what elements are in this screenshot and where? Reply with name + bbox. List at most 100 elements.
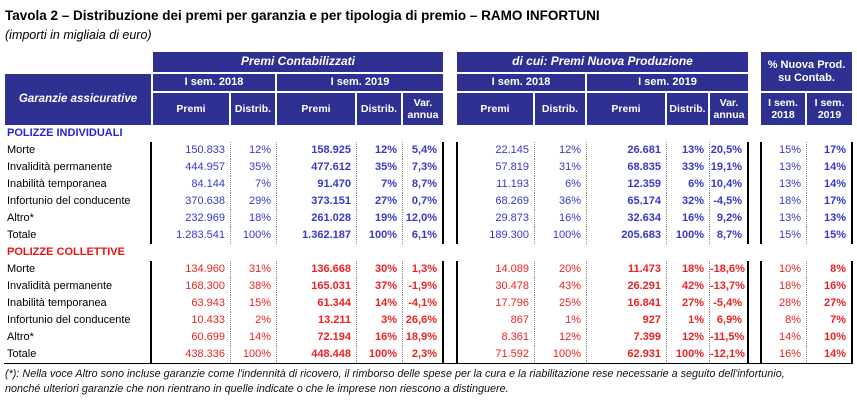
table-cell: -4,5% xyxy=(709,193,749,210)
table-cell: 16% xyxy=(666,210,709,227)
table-cell: 13% xyxy=(806,210,853,227)
table-cell: 14% xyxy=(760,329,806,346)
table-cell: 30% xyxy=(356,261,402,278)
table-cell: 13% xyxy=(760,159,806,176)
table-cell: 5,4% xyxy=(402,142,444,159)
table-cell: 100% xyxy=(230,227,276,244)
table-cell: 11.473 xyxy=(586,261,666,278)
table-cell: 14% xyxy=(806,159,853,176)
table-cell: 100% xyxy=(534,227,586,244)
table-grid: Premi Contabilizzati di cui: Premi Nuova… xyxy=(4,52,853,363)
col-header-distrib: Distrib. xyxy=(357,93,401,125)
table-cell: 26.291 xyxy=(586,278,666,295)
col-header-distrib: Distrib. xyxy=(535,93,585,125)
table-cell: 165.031 xyxy=(276,278,356,295)
table-cell: 20,5% xyxy=(709,142,749,159)
table-cell: 1% xyxy=(666,312,709,329)
table-cell: 1,3% xyxy=(402,261,444,278)
row-label: Altro* xyxy=(4,329,152,346)
table-cell: 867 xyxy=(456,312,534,329)
table-cell: 16% xyxy=(356,329,402,346)
table-cell: 16% xyxy=(806,278,853,295)
table-cell: 7,3% xyxy=(402,159,444,176)
footnote: (*): Nella voce Altro sono incluse garan… xyxy=(5,367,853,397)
table-cell: 29.873 xyxy=(456,210,534,227)
table-cell: 29% xyxy=(230,193,276,210)
table-cell: 2,3% xyxy=(402,346,444,363)
table-cell: 444.957 xyxy=(185,161,225,173)
row-label: Morte xyxy=(4,142,152,159)
table-cell: 31% xyxy=(534,159,586,176)
col-header-distrib: Distrib. xyxy=(231,93,275,125)
table-cell: 26.681 xyxy=(586,142,666,159)
table-cell: 100% xyxy=(230,346,276,363)
table-cell: 62.931 xyxy=(586,346,666,363)
table-cell: 7% xyxy=(230,176,276,193)
table-cell: 38% xyxy=(230,278,276,295)
table-cell: -12,1% xyxy=(709,346,749,363)
row-label: Inabilità temporanea xyxy=(4,295,152,312)
table-cell: 17.796 xyxy=(456,295,534,312)
table-cell: 189.300 xyxy=(456,227,534,244)
row-label: Invalidità permanente xyxy=(4,278,152,295)
table-cell: 16.841 xyxy=(586,295,666,312)
table-cell: 61.344 xyxy=(276,295,356,312)
table-cell: 91.470 xyxy=(276,176,356,193)
table-cell: 19,1% xyxy=(709,159,749,176)
table-cell: 3% xyxy=(356,312,402,329)
col-header-premi: Premi xyxy=(587,93,665,125)
table-cell: 13% xyxy=(666,142,709,159)
table-cell: 31% xyxy=(230,261,276,278)
table-cell: 14.089 xyxy=(456,261,534,278)
col-header-var-annua: Var. annua xyxy=(403,93,443,125)
table-cell: 13% xyxy=(760,210,806,227)
table-cell: 37% xyxy=(356,278,402,295)
row-label: Totale xyxy=(4,227,152,244)
row-label: Totale xyxy=(4,346,152,363)
col-header-premi: Premi xyxy=(457,93,533,125)
table-cell: 18% xyxy=(760,278,806,295)
table-cell: 150.833 xyxy=(185,144,225,156)
table-cell: 6% xyxy=(534,176,586,193)
col-header-premi: Premi xyxy=(277,93,355,125)
table-cell: 16% xyxy=(760,346,806,363)
table-cell: 8.361 xyxy=(456,329,534,346)
period-header-contab-2019: I sem. 2019 xyxy=(277,74,443,91)
period-header-nuova-2019: I sem. 2019 xyxy=(587,74,748,91)
table-cell: 14% xyxy=(806,176,853,193)
table-cell: 1% xyxy=(534,312,586,329)
table-cell: 15% xyxy=(806,227,853,244)
table-cell: 10.433 xyxy=(191,314,225,326)
table-cell: 448.448 xyxy=(276,346,356,363)
table-cell: 12% xyxy=(534,142,586,159)
col-header-premi: Premi xyxy=(153,93,229,125)
corner-header-garanzie: Garanzie assicurative xyxy=(5,74,151,125)
table-cell: -1,9% xyxy=(402,278,444,295)
table-cell: 18% xyxy=(760,193,806,210)
table-cell: 8,7% xyxy=(402,176,444,193)
table-cell: 42% xyxy=(666,278,709,295)
table-cell: 19% xyxy=(356,210,402,227)
table-cell: 477.612 xyxy=(276,159,356,176)
group-header-pct-nuova-prod: % Nuova Prod. su Contab. xyxy=(761,52,852,91)
table-cell: 60.699 xyxy=(191,331,225,343)
table-cell: 232.969 xyxy=(185,212,225,224)
table-cell: 26,6% xyxy=(402,312,444,329)
table-cell: 25% xyxy=(534,295,586,312)
col-header-var-annua: Var. annua xyxy=(710,93,748,125)
table-cell: 100% xyxy=(534,346,586,363)
table-cell: 14% xyxy=(356,295,402,312)
table-cell: 27% xyxy=(806,295,853,312)
table-cell: 15% xyxy=(230,295,276,312)
table-cell: 8,7% xyxy=(709,227,749,244)
table-cell: 13% xyxy=(760,176,806,193)
table-cell: 100% xyxy=(666,346,709,363)
table-cell: 2% xyxy=(230,312,276,329)
table-cell: 35% xyxy=(356,159,402,176)
table-cell: 100% xyxy=(666,227,709,244)
table-cell: 17% xyxy=(806,142,853,159)
table-cell: 10% xyxy=(760,261,806,278)
table-cell: 0,7% xyxy=(402,193,444,210)
table-cell: 6% xyxy=(666,176,709,193)
